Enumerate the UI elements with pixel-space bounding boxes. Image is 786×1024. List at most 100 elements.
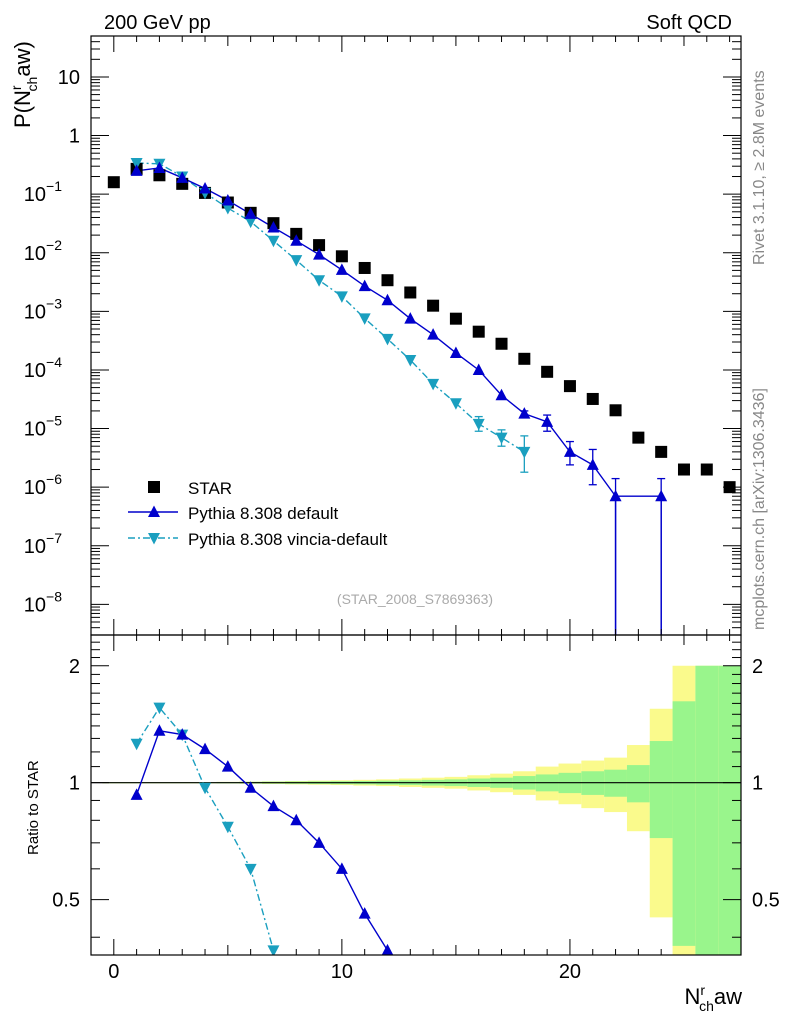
x-tick-label: 20	[559, 961, 581, 983]
ratio-y-tick-label-left: 1	[69, 773, 80, 795]
star-data-point	[313, 239, 326, 252]
vincia-default-point	[495, 432, 508, 445]
default-ratio-line	[135, 730, 389, 951]
ratio-y-tick-label-right: 0.5	[752, 890, 780, 912]
header-left: 200 GeV pp	[104, 12, 211, 34]
default-point	[381, 293, 394, 306]
legend-default-marker	[148, 505, 160, 517]
y-tick-base: 10	[24, 594, 46, 616]
y-title-sup: r	[8, 85, 24, 90]
star-data-point	[427, 299, 440, 312]
star-data-point	[541, 365, 554, 378]
y-tick-exponent: −5	[46, 413, 62, 429]
vincia-ratio-point	[199, 782, 212, 795]
default-point	[495, 388, 508, 401]
vincia-default-point	[244, 216, 257, 229]
y-tick-base: 10	[24, 184, 46, 206]
default-point	[335, 263, 348, 275]
y-tick-exponent: −1	[46, 178, 62, 194]
y-tick-label: 10−5	[24, 413, 62, 441]
vincia-ratio-point	[244, 863, 257, 876]
y-tick-exponent: −7	[46, 530, 62, 546]
star-data-point	[495, 337, 508, 350]
default-ratio-point	[176, 728, 189, 740]
x-title-sup: r	[700, 982, 705, 998]
legend-vincia-label: Pythia 8.308 vincia-default	[188, 530, 388, 549]
default-point	[609, 489, 622, 502]
default-ratio-point	[290, 813, 303, 826]
y-tick-exponent: −8	[46, 588, 62, 604]
star-data-point	[677, 463, 690, 476]
vincia-ratio-point	[130, 738, 143, 751]
x-title-base: N	[685, 984, 701, 1009]
y-tick-label: 10−8	[24, 588, 62, 616]
star-data-point	[632, 431, 645, 444]
y-tick-label: 10−2	[24, 237, 62, 265]
ratio-y-tick-label-right: 2	[752, 656, 763, 678]
header-right: Soft QCD	[646, 12, 732, 34]
vincia-default-point	[449, 398, 462, 410]
y-tick-label: 10−7	[24, 530, 62, 558]
default-point	[267, 220, 280, 233]
vincia-default-point	[404, 354, 417, 367]
legend-default-label: Pythia 8.308 default	[188, 504, 339, 523]
y-tick-label: 10−6	[24, 471, 62, 499]
x-title-tail: aw	[714, 984, 742, 1009]
ratio-y-tick-label-left: 0.5	[52, 890, 80, 912]
y-tick-base: 10	[24, 301, 46, 323]
y-axis-title-bottom: Ratio to STAR	[25, 760, 42, 855]
vincia-default-point	[427, 378, 440, 391]
default-point	[541, 415, 554, 427]
default-point	[404, 312, 417, 324]
vincia-default-point	[267, 235, 280, 248]
star-data-point	[449, 312, 462, 325]
vincia-default-point	[290, 255, 303, 267]
default-point	[586, 458, 599, 470]
star-data-point	[472, 325, 485, 338]
source-label: mcplots.cern.ch [arXiv:1306.3436]	[751, 388, 768, 630]
y-tick-exponent: −3	[46, 295, 62, 311]
y-tick-base: 1	[69, 126, 80, 148]
default-point	[518, 407, 531, 419]
y-tick-base: 10	[24, 243, 46, 265]
legend-star-marker	[148, 481, 160, 493]
default-point	[358, 279, 371, 292]
vincia-default-point	[518, 446, 531, 459]
x-axis-title: Nr chaw	[685, 982, 743, 1014]
star-data-point	[335, 250, 348, 263]
default-ratio-point	[335, 862, 348, 874]
y-tick-label: 10	[58, 67, 80, 89]
y-tick-label: 10−1	[24, 178, 62, 206]
ratio-y-tick-label-right: 1	[752, 773, 763, 795]
legend: STAR Pythia 8.308 default Pythia 8.308 vin…	[128, 479, 388, 549]
y-tick-label: 10−4	[24, 354, 62, 382]
y-tick-exponent: −4	[46, 354, 62, 370]
default-point	[472, 363, 485, 375]
vincia-default-line	[136, 162, 525, 453]
default-ratio-point	[313, 836, 326, 848]
star-data-point	[655, 445, 668, 458]
y-tick-exponent: −2	[46, 237, 62, 253]
star-data-point	[358, 261, 371, 274]
y-tick-base: 10	[24, 536, 46, 558]
default-ratio-point	[267, 799, 280, 812]
uncertainty-band-inner	[672, 701, 696, 946]
default-point	[313, 248, 326, 260]
default-ratio-point	[221, 760, 234, 772]
default-ratio-point	[153, 724, 166, 736]
default-point	[176, 171, 189, 183]
y-tick-base: 10	[24, 419, 46, 441]
default-point	[655, 489, 668, 502]
default-point	[221, 193, 234, 206]
uncertainty-band-inner	[718, 665, 741, 955]
default-ratio-point	[381, 943, 394, 955]
vincia-default-point	[472, 418, 485, 431]
default-ratio-point	[244, 781, 257, 793]
star-data-point	[700, 463, 713, 476]
default-point	[244, 207, 257, 219]
uncertainty-band-inner	[626, 765, 650, 803]
y-tick-base: 10	[24, 360, 46, 382]
default-line	[136, 167, 617, 497]
